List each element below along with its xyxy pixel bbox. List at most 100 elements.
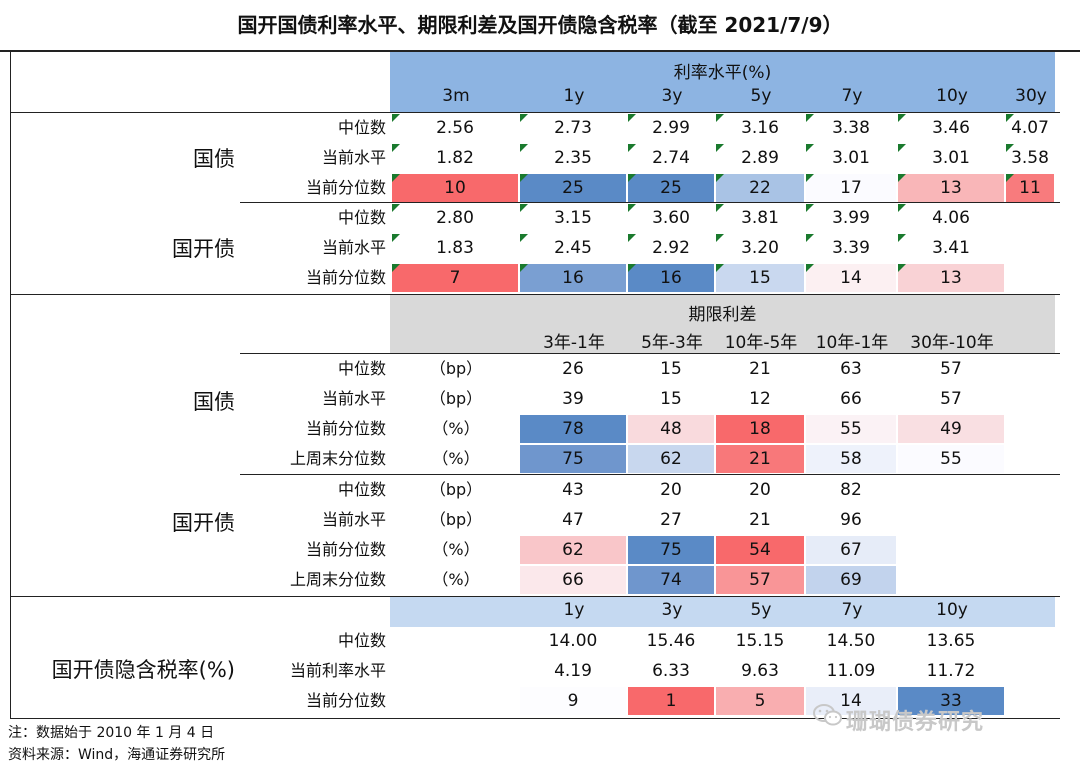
spreads-cell: 67 bbox=[806, 536, 896, 564]
spreads-group-rule bbox=[240, 474, 1060, 475]
flag-marker bbox=[898, 174, 906, 182]
spreads-cell: 82 bbox=[840, 480, 862, 500]
rates-cell: 3.01 bbox=[832, 148, 870, 168]
spreads-row-unit: （bp） bbox=[429, 359, 483, 378]
flag-marker bbox=[392, 114, 400, 122]
rates-cell: 2.99 bbox=[652, 118, 690, 138]
rates-cell: 14 bbox=[806, 264, 896, 292]
rates-cell: 2.35 bbox=[554, 148, 592, 168]
rates-tenor-1y: 1y bbox=[563, 86, 585, 106]
tax-tenor-3y: 3y bbox=[661, 600, 683, 620]
flag-marker bbox=[1006, 144, 1014, 152]
rates-cell bbox=[1006, 234, 1054, 262]
rates-cell: 2.74 bbox=[652, 148, 690, 168]
flag-marker bbox=[716, 234, 724, 242]
spreads-row-unit: （%） bbox=[432, 570, 480, 589]
tax-cell: 13.65 bbox=[926, 631, 976, 651]
flag-marker bbox=[806, 234, 814, 242]
rates-row-label: 中位数 bbox=[337, 208, 386, 227]
spreads-cell: 47 bbox=[562, 510, 584, 530]
spreads-cell: 21 bbox=[749, 359, 771, 379]
rates-cell: 2.73 bbox=[554, 118, 592, 138]
flag-marker bbox=[392, 174, 400, 182]
flag-marker bbox=[520, 234, 528, 242]
flag-marker bbox=[628, 174, 636, 182]
rates-cell: 3.16 bbox=[741, 118, 779, 138]
flag-marker bbox=[392, 234, 400, 242]
rates-row-label: 当前分位数 bbox=[305, 178, 386, 197]
spreads-cell: 63 bbox=[840, 359, 862, 379]
spreads-cell: 96 bbox=[840, 510, 862, 530]
spreads-row-label: 中位数 bbox=[337, 359, 386, 378]
rule-after-rates bbox=[10, 294, 1060, 295]
rates-cell: 3.58 bbox=[1011, 148, 1049, 168]
spreads-header-rule bbox=[240, 353, 1060, 354]
tax-group-label: 国开债隐含税率(%) bbox=[51, 658, 235, 682]
spreads-cell: 62 bbox=[628, 445, 714, 473]
rates-cell: 2.45 bbox=[554, 238, 592, 258]
spreads-header-band bbox=[390, 295, 1055, 353]
left-rule bbox=[10, 52, 11, 718]
spreads-cell: 18 bbox=[716, 415, 804, 443]
spreads-cell: 55 bbox=[898, 445, 1004, 473]
rates-cell: 3.46 bbox=[932, 118, 970, 138]
flag-marker bbox=[1006, 114, 1014, 122]
rates-cell: 16 bbox=[628, 264, 714, 292]
spreads-group-label: 国债 bbox=[193, 390, 235, 414]
flag-marker bbox=[520, 114, 528, 122]
spreads-cell bbox=[898, 536, 1004, 564]
rates-cell: 2.92 bbox=[652, 238, 690, 258]
spreads-cell: 12 bbox=[749, 389, 771, 409]
tax-cell: 11.72 bbox=[926, 661, 976, 681]
tax-cell: 15.15 bbox=[735, 631, 785, 651]
rates-cell: 7 bbox=[392, 264, 518, 292]
rates-tenor-10y: 10y bbox=[936, 86, 968, 106]
tax-cell: 4.19 bbox=[554, 661, 592, 681]
rates-cell: 13 bbox=[898, 264, 1004, 292]
flag-marker bbox=[806, 174, 814, 182]
spreads-term-header: 30年-10年 bbox=[910, 333, 994, 353]
tax-tenor-1y: 1y bbox=[563, 600, 585, 620]
tax-row-label: 当前利率水平 bbox=[289, 661, 386, 680]
rates-cell: 16 bbox=[520, 264, 626, 292]
tax-tenor-5y: 5y bbox=[750, 600, 772, 620]
tax-row-label: 当前分位数 bbox=[305, 691, 386, 710]
rates-cell: 3.41 bbox=[932, 238, 970, 258]
spreads-cell: 20 bbox=[660, 480, 682, 500]
flag-marker bbox=[628, 144, 636, 152]
rates-group-rule bbox=[240, 202, 1060, 203]
rates-header-band bbox=[390, 52, 1055, 112]
spreads-row-unit: （%） bbox=[432, 419, 480, 438]
rates-cell: 11 bbox=[1006, 174, 1054, 202]
spreads-cell: 26 bbox=[562, 359, 584, 379]
spreads-cell: 55 bbox=[806, 415, 896, 443]
rates-cell: 3.39 bbox=[832, 238, 870, 258]
wechat-icon bbox=[813, 704, 842, 726]
tax-cell: 14.50 bbox=[826, 631, 876, 651]
spreads-row-unit: （bp） bbox=[429, 389, 483, 408]
flag-marker bbox=[806, 204, 814, 212]
flag-marker bbox=[520, 144, 528, 152]
rates-row-label: 当前水平 bbox=[321, 238, 386, 257]
spreads-row-label: 当前水平 bbox=[321, 510, 386, 529]
tax-cell: 6.33 bbox=[652, 661, 690, 681]
rates-cell: 3.38 bbox=[832, 118, 870, 138]
spreads-row-unit: （%） bbox=[432, 540, 480, 559]
spreads-term-header: 10年-1年 bbox=[815, 333, 889, 353]
flag-marker bbox=[392, 264, 400, 272]
flag-marker bbox=[716, 264, 724, 272]
rates-cell: 17 bbox=[806, 174, 896, 202]
spreads-cell bbox=[898, 476, 1004, 504]
rates-group-label: 国债 bbox=[193, 147, 235, 171]
tax-cell: 5 bbox=[716, 687, 804, 715]
tax-cell: 14.00 bbox=[548, 631, 598, 651]
rates-tenor-3y: 3y bbox=[661, 86, 683, 106]
spreads-cell: 43 bbox=[562, 480, 584, 500]
tax-cell: 9.63 bbox=[741, 661, 779, 681]
spreads-cell: 48 bbox=[628, 415, 714, 443]
rates-cell: 2.56 bbox=[436, 118, 474, 138]
spreads-term-header: 5年-3年 bbox=[641, 333, 703, 353]
tax-tenor-7y: 7y bbox=[841, 600, 863, 620]
spreads-cell bbox=[898, 566, 1004, 594]
spreads-cell: 57 bbox=[940, 359, 962, 379]
